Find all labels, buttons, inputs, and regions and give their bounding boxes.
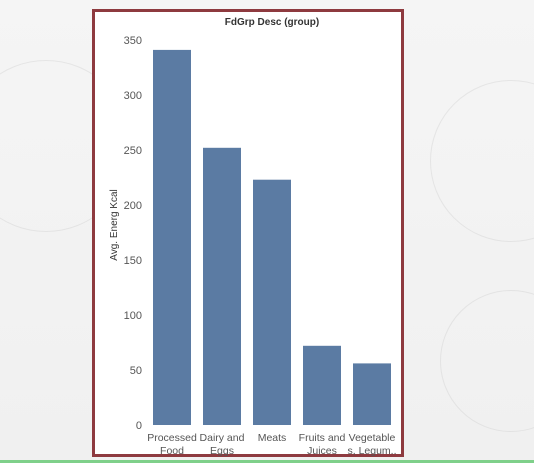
- y-tick-label: 0: [136, 420, 142, 432]
- y-tick-label: 250: [124, 145, 142, 157]
- y-tick-label: 350: [124, 35, 142, 47]
- bottom-accent-bar: [0, 460, 534, 463]
- y-tick-label: 200: [124, 200, 142, 212]
- bars-group: [153, 49, 391, 426]
- x-tick-label: s, Legum..: [347, 445, 396, 457]
- chart-frame: [92, 9, 404, 457]
- y-tick-label: 150: [124, 255, 142, 267]
- y-axis-ticks: 0 50 100 150 200 250 300 350: [124, 35, 142, 432]
- x-tick-label: Processed: [147, 432, 197, 444]
- x-tick-label: Juices: [307, 445, 337, 457]
- y-axis-label: Avg. Energ Kcal: [109, 189, 120, 261]
- bar: [253, 179, 291, 425]
- x-tick-label: Fruits and: [299, 432, 346, 444]
- x-tick-label: Dairy and: [200, 432, 245, 444]
- bar: [203, 147, 241, 426]
- y-tick-label: 50: [130, 365, 142, 377]
- chart-title: FdGrp Desc (group): [225, 17, 319, 28]
- bar: [153, 49, 191, 426]
- y-tick-label: 100: [124, 310, 142, 322]
- y-tick-label: 300: [124, 90, 142, 102]
- x-tick-label: Meats: [258, 432, 287, 444]
- x-tick-label: Eggs: [210, 445, 234, 457]
- x-tick-label: Vegetable: [349, 432, 396, 444]
- bar: [303, 345, 341, 425]
- bar: [353, 363, 391, 425]
- x-tick-label: Food: [160, 445, 184, 457]
